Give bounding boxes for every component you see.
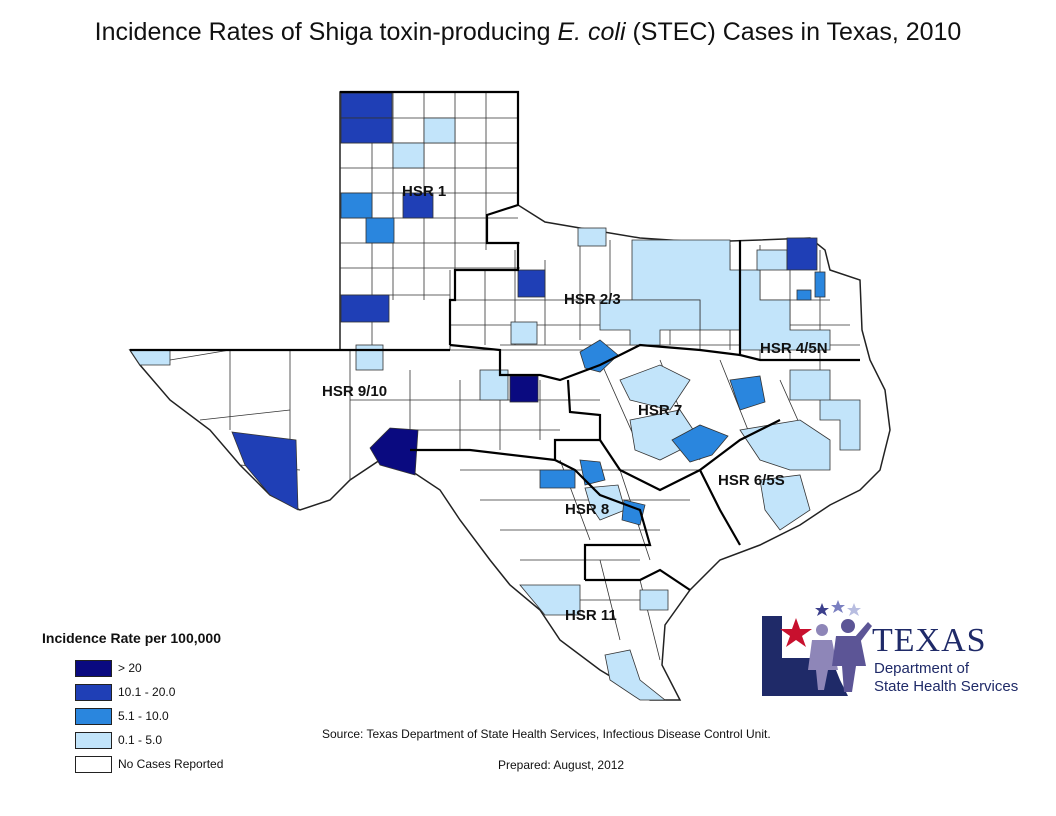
legend-swatch — [75, 707, 112, 725]
county-rate-5-10 — [579, 339, 619, 373]
county-rate-10-20 — [340, 92, 393, 119]
legend-item-over-20: > 20 — [75, 656, 223, 680]
county-rate-0-5 — [739, 419, 831, 471]
legend-title: Incidence Rate per 100,000 — [42, 630, 221, 646]
county-rate-5-10 — [539, 459, 606, 489]
legend-swatch — [75, 683, 112, 701]
legend-item-0-5: 0.1 - 5.0 — [75, 728, 223, 752]
county-rate-0-5 — [577, 227, 607, 247]
region-label-hsr-6-5s: HSR 6/5S — [718, 472, 785, 489]
prepared-date: Prepared: August, 2012 — [498, 758, 625, 772]
region-label-hsr-9-10: HSR 9/10 — [322, 383, 387, 400]
county-rate-10-20 — [402, 192, 434, 219]
county-rate-over-20 — [369, 427, 419, 476]
region-label-hsr-11: HSR 11 — [565, 607, 617, 624]
legend: Incidence Rate per 100,000 > 20 10.1 - 2… — [42, 630, 223, 776]
legend-item-5-10: 5.1 - 10.0 — [75, 704, 223, 728]
legend-label: No Cases Reported — [118, 757, 224, 771]
region-label-hsr-1: HSR 1 — [402, 183, 446, 200]
county-rate-0-5 — [584, 484, 626, 521]
legend-label: 10.1 - 20.0 — [118, 685, 176, 699]
county-rate-0-5 — [129, 349, 171, 366]
legend-swatch — [75, 659, 112, 677]
county-rate-5-10 — [814, 271, 826, 298]
red-star-icon — [780, 618, 812, 647]
county-rate-10-20 — [340, 117, 393, 144]
legend-swatch — [75, 755, 112, 773]
county-rate-5-10 — [340, 192, 373, 219]
county-rate-0-5 — [619, 364, 691, 411]
county-rate-0-5 — [604, 589, 669, 701]
dshs-logo — [762, 600, 872, 696]
counties — [129, 92, 861, 701]
county-rate-0-5 — [355, 344, 384, 371]
region-label-hsr-4-5n: HSR 4/5N — [760, 340, 828, 357]
county-rate-5-10 — [729, 375, 766, 411]
county-rate-10-20 — [340, 294, 390, 323]
star-icon — [831, 600, 845, 613]
region-label-hsr-7: HSR 7 — [638, 402, 682, 419]
county-rate-10-20 — [517, 269, 546, 298]
county-rate-5-10 — [796, 289, 812, 301]
county-rate-0-5 — [423, 117, 456, 144]
legend-swatch — [75, 731, 112, 749]
legend-label: 0.1 - 5.0 — [118, 733, 163, 747]
people-icon — [808, 619, 872, 692]
county-rate-0-5 — [519, 584, 581, 616]
county-rate-5-10 — [671, 424, 729, 463]
legend-item-no-cases: No Cases Reported — [75, 752, 223, 776]
county-rate-10-20 — [231, 431, 299, 511]
logo-wordmark: TEXAS — [872, 622, 987, 659]
legend-label: > 20 — [118, 661, 142, 675]
region-label-hsr-2-3: HSR 2/3 — [564, 291, 621, 308]
county-rate-10-20 — [786, 237, 818, 271]
county-rate-0-5 — [392, 142, 425, 169]
logo-department: Department of State Health Services — [874, 660, 1019, 695]
county-rate-5-10 — [365, 217, 395, 244]
county-rate-0-5 — [599, 299, 701, 346]
map-title: Incidence Rates of Shiga toxin-producing… — [94, 18, 962, 46]
county-rate-0-5 — [759, 474, 811, 531]
star-icon — [815, 603, 829, 616]
region-label-hsr-8: HSR 8 — [565, 501, 609, 518]
county-rate-0-5 — [789, 369, 861, 451]
county-rate-0-5 — [510, 321, 538, 345]
legend-label: 5.1 - 10.0 — [118, 709, 169, 723]
hsr-boundaries — [130, 90, 860, 591]
legend-item-10-20: 10.1 - 20.0 — [75, 680, 223, 704]
source-note: Source: Texas Department of State Health… — [322, 727, 771, 741]
county-rate-over-20 — [509, 375, 539, 403]
star-icon — [847, 603, 861, 616]
county-rate-0-5 — [756, 249, 788, 271]
